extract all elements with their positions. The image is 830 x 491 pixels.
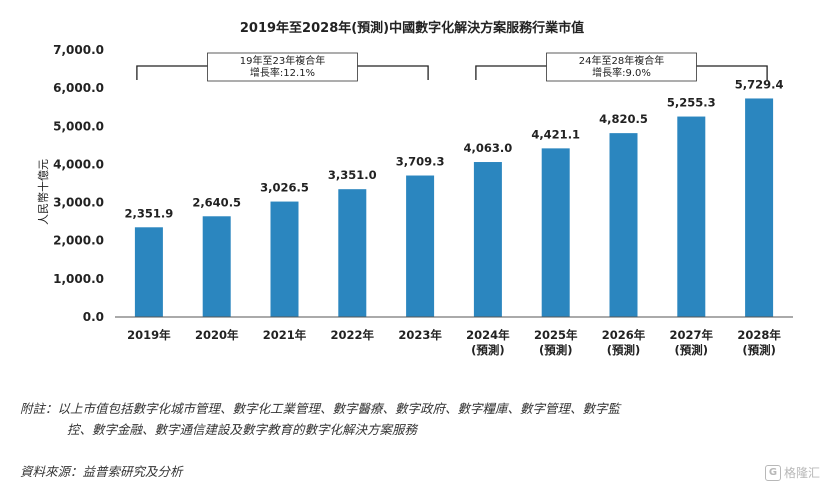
cagr-box: [546, 52, 697, 82]
watermark-text: 格隆汇: [783, 466, 820, 480]
cagr-text: 24年至28年複合年: [579, 54, 664, 67]
cagr-text: 19年至23年複合年: [240, 54, 325, 67]
y-tick-label: 2,000.0: [53, 234, 104, 248]
bar: [541, 148, 570, 317]
bar: [609, 133, 638, 317]
footnote: 附註：以上市值包括數字化城市管理、數字化工業管理、數字醫療、數字政府、數字糧庫、…: [20, 398, 810, 440]
cagr-text: 增長率:9.0%: [592, 66, 651, 79]
x-tick-label: 2019年: [127, 328, 171, 342]
y-tick-label: 1,000.0: [53, 272, 104, 286]
y-tick-label: 5,000.0: [53, 119, 104, 133]
y-tick-label: 0.0: [83, 310, 104, 324]
data-label: 4,820.5: [599, 112, 648, 126]
cagr-box: [207, 52, 358, 82]
x-tick-label: (預測): [675, 343, 709, 357]
bar-chart: 2019年至2028年(預測)中國數字化解決方案服務行業市值 人民幣十億元 0.…: [36, 20, 793, 357]
bars: [134, 98, 774, 317]
y-tick-label: 3,000.0: [53, 196, 104, 210]
x-tick-label: 2028年: [737, 328, 781, 342]
footnote-line-2: 控、數字金融、數字通信建設及數字教育的數字化解決方案服務: [67, 422, 418, 437]
y-tick-label: 7,000.0: [53, 43, 104, 57]
x-tick-label: 2023年: [398, 328, 442, 342]
x-tick-label: 2025年: [534, 328, 578, 342]
bar: [134, 227, 163, 317]
watermark: G 格隆汇: [764, 464, 820, 481]
bar: [473, 162, 502, 317]
gelonghui-logo-icon: G: [764, 464, 781, 481]
bar: [677, 116, 706, 317]
y-axis-ticks: 0.0 1,000.0 2,000.0 3,000.0 4,000.0 5,000.0 6,…: [53, 43, 104, 324]
y-tick-label: 4,000.0: [53, 157, 104, 171]
chart-title: 2019年至2028年(預測)中國數字化解決方案服務行業市值: [240, 20, 584, 36]
x-tick-label: 2022年: [331, 328, 375, 342]
data-labels: 2,351.9 2,640.5 3,026.5 3,351.0 3,709.3 4,063…: [125, 77, 784, 220]
x-tick-label: 2026年: [602, 328, 646, 342]
bar: [202, 216, 231, 317]
x-tick-label: (預測): [539, 343, 573, 357]
data-label: 3,026.5: [260, 181, 309, 195]
bar: [406, 175, 435, 317]
bar: [270, 201, 299, 317]
cagr-text: 增長率:12.1%: [250, 66, 315, 79]
x-tick-label: 2021年: [263, 328, 307, 342]
bar: [745, 98, 774, 317]
data-label: 3,351.0: [328, 168, 377, 182]
x-tick-label: 2020年: [195, 328, 239, 342]
data-label: 4,421.1: [531, 127, 580, 141]
bar: [338, 189, 367, 317]
x-tick-label: 2027年: [670, 328, 714, 342]
x-tick-label: (預測): [607, 343, 641, 357]
data-label: 4,063.0: [464, 141, 513, 155]
x-tick-label: (預測): [471, 343, 505, 357]
y-axis-label: 人民幣十億元: [36, 159, 50, 225]
footnote-line-1: 附註：以上市值包括數字化城市管理、數字化工業管理、數字醫療、數字政府、數字糧庫、…: [20, 401, 621, 416]
x-axis-ticks: 2019年 2020年 2021年 2022年 2023年 2024年(預測)2025年(…: [127, 328, 781, 357]
data-label: 2,351.9: [125, 206, 174, 220]
data-label: 5,729.4: [735, 77, 784, 91]
x-tick-label: (預測): [742, 343, 776, 357]
source-note: 資料來源：益普索研究及分析: [20, 464, 183, 479]
data-label: 3,709.3: [396, 155, 445, 169]
y-tick-label: 6,000.0: [53, 81, 104, 95]
data-label: 5,255.3: [667, 96, 716, 110]
x-tick-label: 2024年: [466, 328, 510, 342]
data-label: 2,640.5: [192, 195, 241, 209]
